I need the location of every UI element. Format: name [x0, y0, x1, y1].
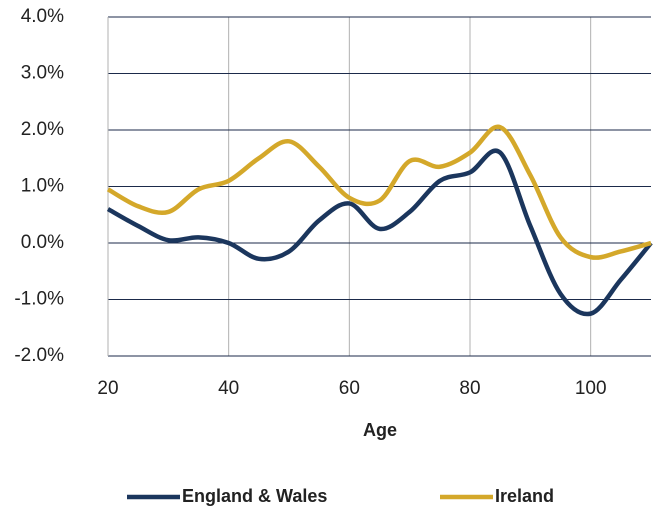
legend-label: Ireland	[495, 486, 554, 506]
series-line	[106, 148, 653, 317]
y-tick-label: 4.0%	[21, 6, 64, 27]
y-tick-label: 1.0%	[21, 176, 64, 197]
x-tick-label: 100	[575, 378, 607, 399]
y-tick-label: 2.0%	[21, 119, 64, 140]
x-tick-label: 40	[218, 378, 239, 399]
y-tick-label: 3.0%	[21, 63, 64, 84]
x-axis-title: Age	[363, 420, 397, 440]
y-tick-label: -2.0%	[14, 345, 64, 366]
x-tick-label: 60	[339, 378, 360, 399]
x-tick-label: 80	[459, 378, 480, 399]
legend-label: England & Wales	[182, 486, 327, 506]
x-tick-label: 20	[97, 378, 118, 399]
y-tick-label: -1.0%	[14, 289, 64, 310]
series-line	[106, 124, 652, 260]
y-tick-label: 0.0%	[21, 232, 64, 253]
